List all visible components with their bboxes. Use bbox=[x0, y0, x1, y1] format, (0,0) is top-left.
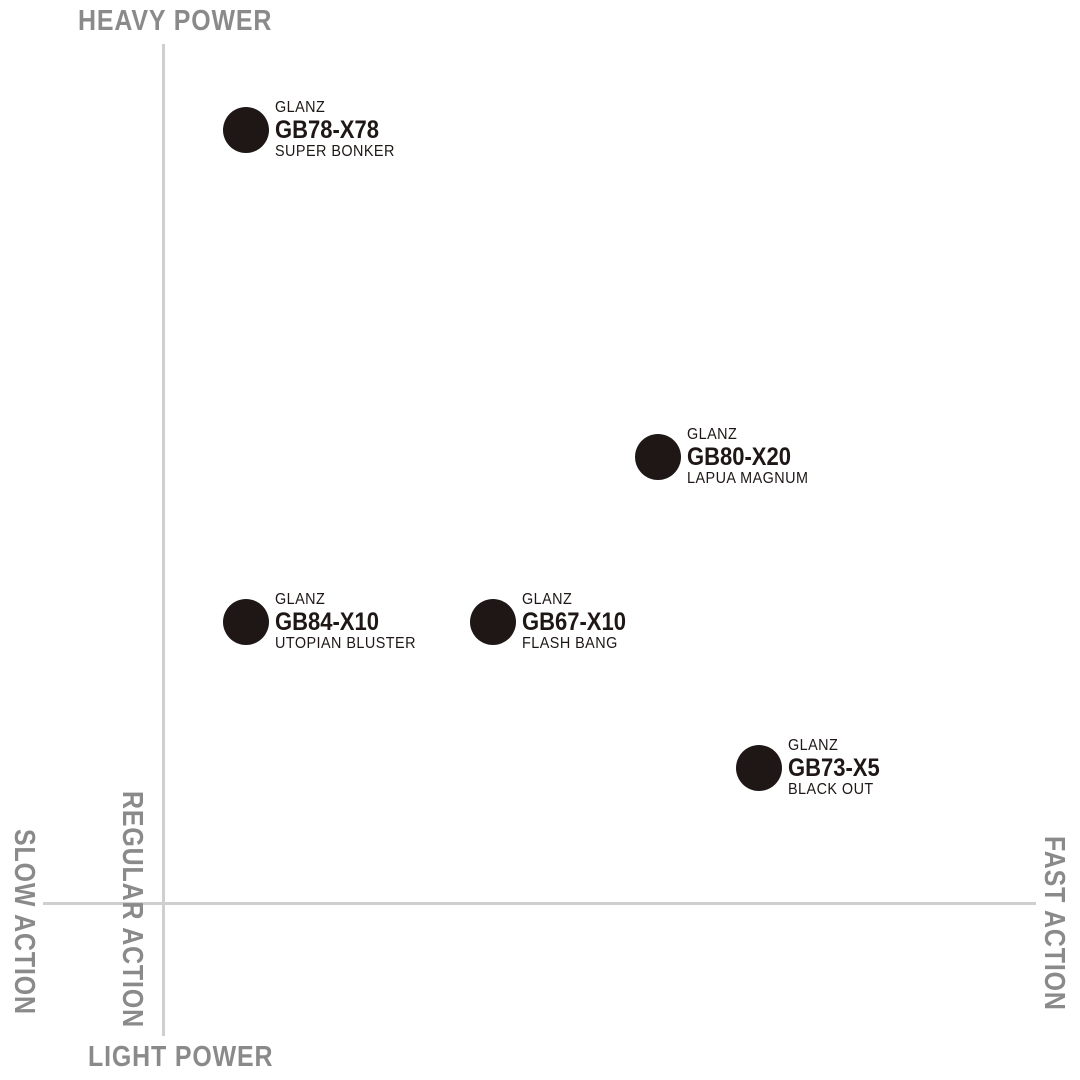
power-axis-line bbox=[162, 44, 165, 1036]
product-model: GB73-X5 bbox=[788, 754, 880, 782]
action-axis-line bbox=[43, 902, 1036, 905]
product-name: BLACK OUT bbox=[788, 781, 874, 798]
product-model: GB78-X78 bbox=[275, 116, 379, 144]
product-model: GB80-X20 bbox=[687, 443, 791, 471]
product-brand: GLANZ bbox=[275, 591, 326, 608]
product-model: GB67-X10 bbox=[522, 608, 626, 636]
product-name: SUPER BONKER bbox=[275, 143, 395, 160]
product-brand: GLANZ bbox=[788, 737, 839, 754]
axis-label-heavy-power: HEAVY POWER bbox=[78, 5, 273, 37]
axis-label-slow-action: SLOW ACTION bbox=[8, 829, 40, 1015]
product-brand: GLANZ bbox=[687, 426, 738, 443]
product-brand: GLANZ bbox=[522, 591, 573, 608]
axis-label-light-power: LIGHT POWER bbox=[88, 1041, 274, 1073]
product-name: LAPUA MAGNUM bbox=[687, 470, 809, 487]
product-dot bbox=[635, 434, 681, 480]
axis-label-fast-action: FAST ACTION bbox=[1038, 836, 1070, 1011]
product-brand: GLANZ bbox=[275, 99, 326, 116]
product-dot bbox=[736, 745, 782, 791]
product-model: GB84-X10 bbox=[275, 608, 379, 636]
product-dot bbox=[223, 107, 269, 153]
product-name: UTOPIAN BLUSTER bbox=[275, 635, 416, 652]
axis-label-regular-action: REGULAR ACTION bbox=[116, 791, 148, 1028]
product-dot bbox=[470, 599, 516, 645]
product-dot bbox=[223, 599, 269, 645]
product-name: FLASH BANG bbox=[522, 635, 618, 652]
